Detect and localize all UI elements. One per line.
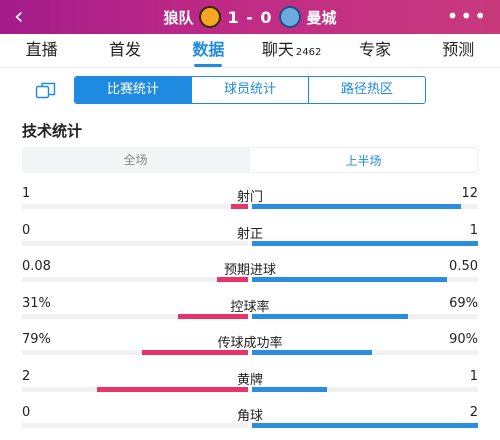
away-bar (252, 240, 478, 246)
period-full-match[interactable]: 全场 (123, 153, 148, 167)
away-value: 0.50 (449, 259, 478, 274)
stats-subtabs-row: 比赛统计 球员统计 路径热区 (0, 76, 500, 104)
period-first-half[interactable]: 上半场 (249, 147, 478, 173)
stat-row-corners: 0 角球 2 (0, 401, 500, 438)
stat-name: 射正 (236, 226, 263, 242)
home-bar-track (22, 277, 248, 282)
subtab-match-stats[interactable]: 比赛统计 (75, 77, 191, 103)
stats-list: 1 射门 12 0 射正 1 0.08 预期进球 0.50 31% 控球率 69… (0, 182, 500, 438)
away-bar-track (252, 423, 478, 428)
home-bar-track (22, 313, 248, 319)
home-bar (177, 313, 248, 319)
away-bar-track (252, 277, 478, 282)
home-value: 0.08 (22, 259, 51, 274)
away-bar (252, 386, 328, 392)
home-value: 1 (22, 186, 31, 201)
tab-prediction[interactable]: 预测 (442, 40, 475, 59)
tab-live[interactable]: 直播 (25, 40, 58, 59)
away-team-name: 曼城 (306, 8, 337, 27)
away-bar-track (252, 240, 478, 246)
away-value: 1 (469, 222, 478, 238)
stat-row-yellow-cards: 2 黄牌 1 (0, 365, 500, 402)
away-bar-track (252, 313, 478, 319)
stat-name: 射门 (236, 190, 263, 205)
away-bar (252, 350, 373, 355)
away-value: 12 (461, 186, 478, 201)
home-value: 0 (22, 405, 31, 420)
home-bar-track (22, 423, 248, 428)
match-score: 1 - 0 (227, 7, 273, 27)
home-bar (97, 386, 248, 392)
home-value: 31% (22, 295, 51, 311)
home-bar-track (22, 240, 248, 246)
stat-row-possession: 31% 控球率 69% (0, 292, 500, 329)
away-team-crest-icon (278, 6, 301, 28)
back-arrow-icon[interactable]: ‹ (14, 2, 24, 30)
share-icon[interactable] (35, 81, 57, 99)
home-bar-track (22, 386, 248, 392)
stat-name: 控球率 (230, 299, 270, 315)
stat-row-expected-goals: 0.08 预期进球 0.50 (0, 255, 500, 292)
away-bar (252, 277, 447, 282)
match-info: 狼队 1 - 0 曼城 (0, 0, 500, 34)
away-bar (252, 204, 461, 209)
stat-row-shots: 1 射门 12 (0, 182, 500, 219)
home-value: 2 (22, 368, 31, 384)
away-value: 2 (469, 405, 478, 420)
tab-experts[interactable]: 专家 (358, 40, 391, 59)
stat-row-pass-accuracy: 79% 传球成功率 90% (0, 328, 500, 365)
home-team-name: 狼队 (163, 8, 194, 27)
subtab-player-stats[interactable]: 球员统计 (191, 77, 308, 103)
tab-chat[interactable]: 聊天 2462 (261, 40, 322, 59)
tab-data[interactable]: 数据 (167, 34, 250, 67)
home-bar-track (22, 350, 248, 355)
home-value: 0 (22, 222, 31, 238)
away-bar-track (252, 350, 478, 355)
home-value: 79% (22, 332, 51, 347)
home-team-crest-icon (199, 6, 222, 28)
stat-name: 传球成功率 (217, 336, 283, 351)
home-bar (230, 204, 248, 209)
stats-subtabs: 比赛统计 球员统计 路径热区 (74, 76, 426, 104)
away-value: 1 (469, 368, 478, 384)
away-bar (252, 423, 478, 428)
match-header: ‹ 狼队 1 - 0 曼城 ••• (0, 0, 500, 34)
chat-count: 2462 (295, 47, 322, 58)
home-bar (142, 350, 248, 355)
subtab-heatmap[interactable]: 路径热区 (308, 77, 425, 103)
home-bar-track (22, 204, 248, 209)
more-options-icon[interactable]: ••• (446, 4, 488, 28)
stat-name: 黄牌 (236, 372, 263, 388)
away-value: 69% (449, 295, 478, 311)
period-selector: 全场 上半场 (22, 147, 478, 173)
home-bar (216, 277, 248, 282)
main-tabs: 直播 首发 数据 聊天 2462 专家 预测 (0, 34, 500, 68)
stat-name: 预期进球 (223, 263, 276, 278)
tab-lineup[interactable]: 首发 (108, 40, 141, 59)
away-value: 90% (449, 332, 478, 347)
away-bar-track (252, 204, 478, 209)
away-bar-track (252, 386, 478, 392)
section-title: 技术统计 (22, 122, 83, 140)
away-bar (252, 313, 408, 319)
stat-name: 角球 (236, 409, 263, 424)
stat-row-shots-on-target: 0 射正 1 (0, 219, 500, 256)
